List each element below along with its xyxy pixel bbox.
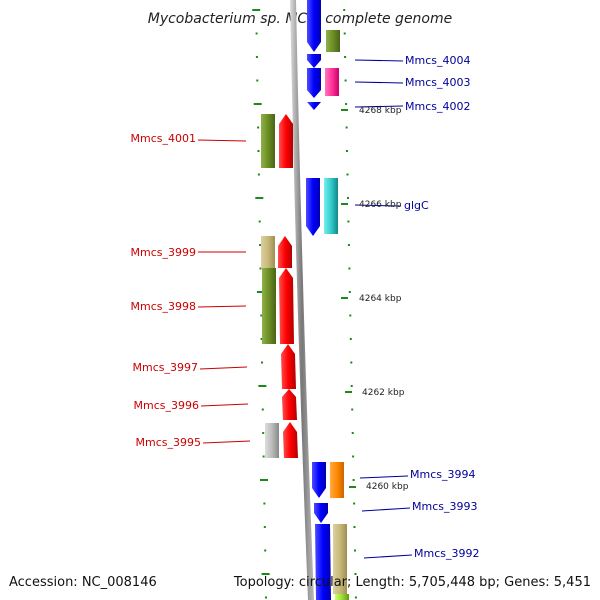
kbp-label-4264: 4264 kbp — [359, 294, 402, 304]
gene-mmcs-3996-arrow[interactable] — [282, 389, 297, 420]
gene-glgc-arrow[interactable] — [306, 178, 320, 236]
leader-line-mmcs-3995 — [202, 440, 251, 444]
gene-mmcs-4004-arrow[interactable] — [307, 54, 321, 68]
category-block-glgc — [324, 178, 338, 234]
gene-mmcs-3993-arrow[interactable] — [314, 503, 328, 523]
label-mmcs-3995[interactable]: Mmcs_3995 — [136, 436, 201, 449]
reverse-strand-genes — [306, 0, 331, 600]
left-gene-labels: Mmcs_4001 Mmcs_3999 Mmcs_3998 Mmcs_3997 … — [131, 132, 251, 449]
gene-mmcs-4001-arrow[interactable] — [279, 114, 293, 168]
gene-mmcs-3994-arrow[interactable] — [312, 462, 326, 498]
leader-line-mmcs-4003 — [354, 81, 404, 84]
label-mmcs-3996[interactable]: Mmcs_3996 — [134, 399, 199, 412]
gene-top-fragment-arrow[interactable] — [307, 0, 321, 52]
leader-line-mmcs-3998 — [197, 305, 247, 308]
gene-mmcs-4003-arrow[interactable] — [307, 68, 321, 98]
label-mmcs-3993[interactable]: Mmcs_3993 — [412, 500, 477, 513]
label-mmcs-4003[interactable]: Mmcs_4003 — [405, 76, 470, 89]
leader-line-mmcs-3997 — [199, 366, 248, 370]
leader-line-glgc — [354, 204, 402, 207]
label-mmcs-3994[interactable]: Mmcs_3994 — [410, 468, 475, 481]
kbp-scale: 4268 kbp 4266 kbp 4264 kbp 4262 kbp 4260… — [341, 106, 409, 492]
right-gene-labels: Mmcs_4004 Mmcs_4003 Mmcs_4002 glgC Mmcs_… — [354, 54, 479, 560]
kbp-label-4266: 4266 kbp — [359, 200, 402, 210]
topology-text: Topology: circular; Length: 5,705,448 bp… — [233, 575, 591, 590]
leader-line-mmcs-4002 — [354, 105, 404, 108]
gene-mmcs-4002-arrow[interactable] — [307, 102, 321, 110]
kbp-label-4262: 4262 kbp — [362, 388, 405, 398]
forward-strand-genes — [278, 114, 298, 458]
right-category-blocks — [324, 30, 349, 600]
gene-mmcs-3999-arrow[interactable] — [278, 236, 292, 268]
accession-text: Accession: NC_008146 — [9, 575, 157, 590]
category-block-mmcs-3995 — [265, 423, 279, 458]
category-block-mmcs-3994 — [330, 462, 344, 498]
label-glgc[interactable]: glgC — [404, 199, 429, 212]
label-mmcs-3992[interactable]: Mmcs_3992 — [414, 547, 479, 560]
category-block-mmcs-3998 — [262, 268, 276, 344]
genome-backbone — [290, 0, 314, 600]
label-mmcs-4002[interactable]: Mmcs_4002 — [405, 100, 470, 113]
label-mmcs-4004[interactable]: Mmcs_4004 — [405, 54, 470, 67]
label-mmcs-3999[interactable]: Mmcs_3999 — [131, 246, 196, 259]
category-block-mmcs-4003 — [325, 68, 339, 96]
gene-mmcs-3997-arrow[interactable] — [281, 344, 296, 389]
leader-line-mmcs-3993 — [361, 507, 411, 512]
category-block-top-fragment — [326, 30, 340, 52]
label-mmcs-3997[interactable]: Mmcs_3997 — [133, 361, 198, 374]
label-mmcs-4001[interactable]: Mmcs_4001 — [131, 132, 196, 145]
left-category-blocks — [261, 114, 279, 458]
category-block-mmcs-3999 — [261, 236, 275, 268]
kbp-label-4268: 4268 kbp — [359, 106, 402, 116]
category-block-mmcs-4001 — [261, 114, 275, 168]
map-title: Mycobacterium sp. MCS, complete genome — [148, 11, 453, 27]
gene-mmcs-3992-arrow[interactable] — [315, 524, 331, 600]
category-block-mmcs-3992 — [333, 524, 347, 594]
kbp-label-4260: 4260 kbp — [366, 482, 409, 492]
leader-line-mmcs-4004 — [354, 59, 404, 62]
label-mmcs-3998[interactable]: Mmcs_3998 — [131, 300, 196, 313]
leader-line-mmcs-3996 — [200, 403, 249, 407]
gene-mmcs-3998-arrow[interactable] — [279, 268, 294, 344]
leader-line-mmcs-4001 — [197, 139, 247, 142]
scale-ticks — [252, 9, 357, 599]
gene-mmcs-3995-arrow[interactable] — [283, 422, 298, 458]
category-block-bottom-fragment — [335, 594, 349, 600]
leader-line-mmcs-3994 — [359, 475, 409, 479]
leader-line-mmcs-3992 — [363, 554, 413, 559]
